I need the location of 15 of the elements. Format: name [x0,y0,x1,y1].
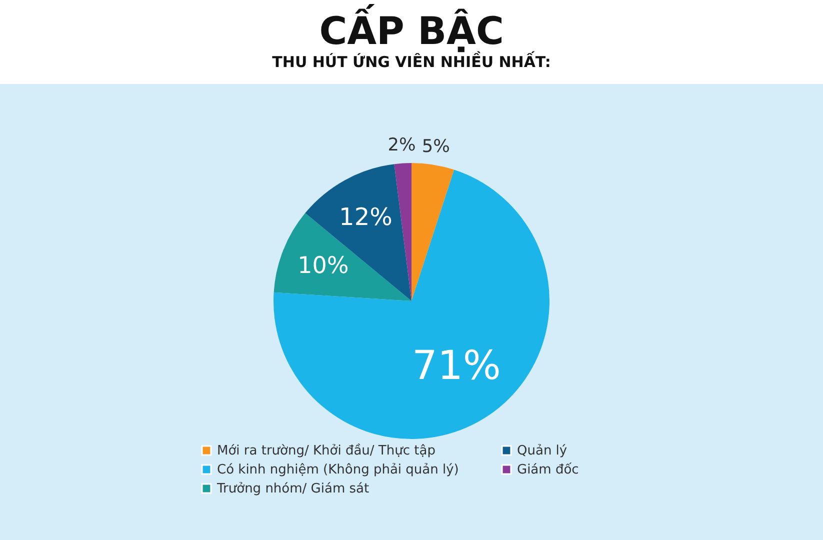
data-label: 2% [388,135,416,156]
pie-slice [274,170,550,439]
legend-label: Trưởng nhóm/ Giám sát [216,482,370,496]
chart-title: CẤP BẬC [319,3,504,53]
legend-label: Có kinh nghiệm (Không phải quản lý) [217,462,459,478]
legend-label: Giám đốc [517,462,579,478]
data-label: 12% [339,202,392,231]
legend-label: Mới ra trường/ Khởi đầu/ Thực tập [217,442,436,459]
data-label: 10% [298,253,349,280]
data-label: 5% [422,136,450,157]
data-label: 71% [412,343,501,390]
chart-subtitle: THU HÚT ỨNG VIÊN NHIỀU NHẤT: [272,51,551,71]
pie-slice [394,163,412,301]
pie-slice [412,163,454,301]
legend-label: Quản lý [517,444,568,459]
